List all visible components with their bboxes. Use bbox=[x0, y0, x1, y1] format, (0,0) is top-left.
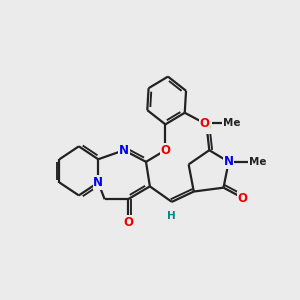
Text: N: N bbox=[224, 155, 234, 168]
Text: S: S bbox=[202, 121, 211, 134]
Text: H: H bbox=[167, 211, 176, 221]
Text: Me: Me bbox=[249, 157, 267, 167]
Text: Me: Me bbox=[224, 118, 241, 128]
Text: O: O bbox=[238, 191, 248, 205]
Text: O: O bbox=[160, 144, 170, 157]
Text: O: O bbox=[199, 117, 209, 130]
Text: O: O bbox=[123, 216, 133, 229]
Text: N: N bbox=[93, 176, 103, 189]
Text: N: N bbox=[119, 144, 129, 157]
